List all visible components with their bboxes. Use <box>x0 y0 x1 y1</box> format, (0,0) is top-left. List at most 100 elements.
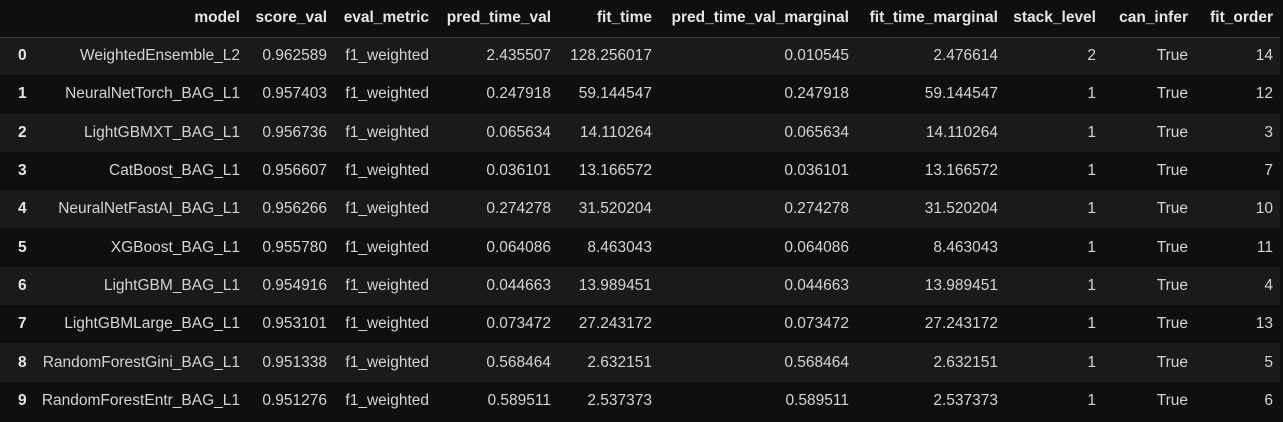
cell-fit-order: 5 <box>1264 353 1273 371</box>
table-header: model score_val eval_metric pred_time_val fi… <box>0 0 1280 38</box>
cell-fit-time-marginal: 2.537373 <box>933 391 998 409</box>
table-body: 0 WeightedEnsemble_L2 0.962589 f1_weighted 2… <box>0 37 1280 420</box>
cell-model: RandomForestEntr_BAG_L1 <box>41 391 240 409</box>
table-row: 5 XGBoost_BAG_L1 0.955780 f1_weighted 0.0640… <box>0 228 1280 267</box>
cell-model: RandomForestGini_BAG_L1 <box>42 353 240 371</box>
cell-pred-time-val-marginal: 0.064086 <box>784 238 849 256</box>
cell-score-val: 0.956607 <box>262 162 327 180</box>
table-row: 6 LightGBM_BAG_L1 0.954916 f1_weighted 0.044… <box>0 266 1280 306</box>
cell-stack-level: 1 <box>1087 238 1096 256</box>
cell-fit-time: 31.520204 <box>578 200 652 218</box>
cell-pred-time-val-marginal: 0.589511 <box>785 391 850 409</box>
cell-can-infer: True <box>1156 391 1188 409</box>
cell-fit-time: 14.110264 <box>579 123 652 141</box>
cell-stack-level: 1 <box>1087 315 1096 333</box>
cell-score-val: 0.956266 <box>262 200 327 218</box>
cell-fit-time: 8.463043 <box>587 238 652 256</box>
cell-pred-time-val: 0.065634 <box>486 123 551 141</box>
column-header-pred-time-val-marginal: pred_time_val_marginal <box>659 0 856 38</box>
table-row: 4 NeuralNetFastAI_BAG_L1 0.956266 f1_weight… <box>0 190 1280 229</box>
table-row: 1 NeuralNetTorch_BAG_L1 0.957403 f1_weighte… <box>0 75 1280 114</box>
cell-stack-level: 2 <box>1087 47 1096 65</box>
cell-fit-order: 4 <box>1264 276 1273 294</box>
cell-score-val: 0.956736 <box>262 123 327 141</box>
cell-pred-time-val: 0.036101 <box>486 162 551 180</box>
column-header-fit-time: fit_time <box>558 0 659 38</box>
cell-eval-metric: f1_weighted <box>345 238 429 256</box>
header-row: model score_val eval_metric pred_time_val fi… <box>0 0 1280 38</box>
cell-pred-time-val-marginal: 0.073472 <box>784 315 849 333</box>
cell-model: WeightedEnsemble_L2 <box>80 47 240 65</box>
cell-model: LightGBMLarge_BAG_L1 <box>64 315 240 333</box>
cell-fit-order: 10 <box>1255 200 1273 218</box>
cell-model: NeuralNetTorch_BAG_L1 <box>65 85 240 103</box>
cell-eval-metric: f1_weighted <box>345 276 429 294</box>
cell-fit-time: 2.537373 <box>587 391 652 409</box>
cell-fit-order: 7 <box>1264 162 1273 180</box>
cell-model: XGBoost_BAG_L1 <box>110 238 240 256</box>
cell-can-infer: True <box>1156 276 1188 294</box>
cell-fit-time-marginal: 2.476614 <box>933 47 998 65</box>
cell-eval-metric: f1_weighted <box>345 85 429 103</box>
cell-stack-level: 1 <box>1087 162 1096 180</box>
cell-eval-metric: f1_weighted <box>345 162 429 180</box>
cell-pred-time-val: 0.073472 <box>486 315 551 333</box>
row-index: 8 <box>18 353 27 371</box>
cell-fit-order: 12 <box>1255 85 1273 103</box>
cell-stack-level: 1 <box>1087 276 1096 294</box>
cell-fit-time-marginal: 59.144547 <box>924 85 998 103</box>
cell-pred-time-val: 0.044663 <box>486 276 551 294</box>
column-header-model: model <box>34 0 247 38</box>
column-header-can-infer: can_infer <box>1103 0 1195 38</box>
column-header-eval-metric: eval_metric <box>334 0 436 38</box>
table-row: 8 RandomForestGini_BAG_L1 0.951338 f1_weigh… <box>0 343 1280 382</box>
cell-fit-time: 59.144547 <box>578 85 652 103</box>
cell-fit-time-marginal: 31.520204 <box>924 200 998 218</box>
cell-model: LightGBMXT_BAG_L1 <box>84 123 240 141</box>
cell-stack-level: 1 <box>1087 391 1096 409</box>
cell-eval-metric: f1_weighted <box>345 391 429 409</box>
cell-fit-time: 13.166572 <box>578 162 652 180</box>
row-index: 4 <box>18 200 27 218</box>
table-row: 9 RandomForestEntr_BAG_L1 0.951276 f1_weigh… <box>0 381 1280 420</box>
cell-fit-order: 14 <box>1255 47 1273 65</box>
cell-eval-metric: f1_weighted <box>345 200 429 218</box>
table-row: 3 CatBoost_BAG_L1 0.956607 f1_weighted 0.036… <box>0 151 1280 191</box>
row-index: 1 <box>18 85 27 103</box>
cell-fit-time-marginal: 27.243172 <box>924 315 998 333</box>
cell-pred-time-val-marginal: 0.010545 <box>784 47 849 65</box>
cell-eval-metric: f1_weighted <box>345 315 429 333</box>
index-header <box>0 0 34 38</box>
cell-score-val: 0.955780 <box>262 238 327 256</box>
cell-can-infer: True <box>1156 200 1188 218</box>
cell-score-val: 0.951338 <box>262 353 327 371</box>
column-header-fit-order: fit_order <box>1195 0 1280 38</box>
cell-stack-level: 1 <box>1087 123 1096 141</box>
cell-model: NeuralNetFastAI_BAG_L1 <box>58 200 240 218</box>
cell-fit-time-marginal: 14.110264 <box>925 123 998 141</box>
column-header-stack-level: stack_level <box>1005 0 1103 38</box>
row-index: 5 <box>18 238 27 256</box>
cell-fit-time: 2.632151 <box>587 353 652 371</box>
cell-can-infer: True <box>1156 47 1188 65</box>
cell-model: LightGBM_BAG_L1 <box>103 276 240 294</box>
cell-score-val: 0.962589 <box>262 47 327 65</box>
table-row: 0 WeightedEnsemble_L2 0.962589 f1_weighted 2… <box>0 37 1280 76</box>
table-row: 7 LightGBMLarge_BAG_L1 0.953101 f1_weighted… <box>0 305 1280 344</box>
row-index: 0 <box>18 47 27 65</box>
cell-model: CatBoost_BAG_L1 <box>109 162 240 180</box>
cell-can-infer: True <box>1156 85 1188 103</box>
cell-fit-time: 13.989451 <box>578 276 652 294</box>
row-index: 6 <box>18 276 27 294</box>
cell-pred-time-val: 0.064086 <box>486 238 551 256</box>
cell-fit-order: 11 <box>1256 238 1273 256</box>
cell-can-infer: True <box>1156 123 1188 141</box>
cell-pred-time-val: 0.274278 <box>486 200 551 218</box>
cell-can-infer: True <box>1156 353 1188 371</box>
cell-fit-time: 128.256017 <box>570 47 652 65</box>
cell-stack-level: 1 <box>1087 200 1096 218</box>
cell-pred-time-val-marginal: 0.044663 <box>784 276 849 294</box>
cell-eval-metric: f1_weighted <box>345 353 429 371</box>
cell-pred-time-val-marginal: 0.274278 <box>784 200 849 218</box>
